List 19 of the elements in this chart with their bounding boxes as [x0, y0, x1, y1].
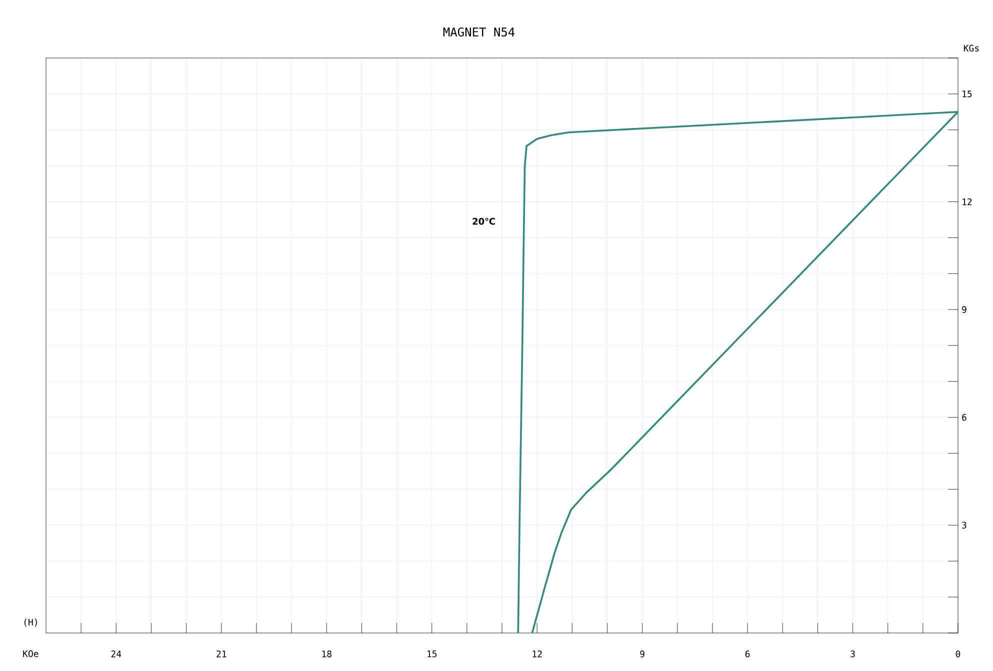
x-tick-label: 18	[322, 650, 332, 658]
y-tick-label: 9	[962, 306, 966, 313]
chart-title: MAGNET N54	[443, 27, 515, 37]
y-tick-label: 15	[962, 90, 972, 98]
x-tick-label: 21	[216, 650, 226, 658]
annotation: 20℃	[472, 218, 495, 225]
x-tick-label: 0	[956, 650, 960, 658]
x-tick-label: 3	[850, 650, 855, 658]
x-tick-label: 9	[640, 650, 644, 658]
y-axis-title: KGs	[964, 44, 979, 52]
x-tick-label: 12	[532, 650, 542, 658]
y-tick-label: 6	[962, 414, 966, 421]
y-tick-label: 12	[962, 198, 972, 206]
y-tick-label: 3	[962, 522, 966, 529]
x-axis-title: KOe	[23, 650, 38, 658]
text: (H)	[24, 618, 37, 627]
x-tick-label: 15	[428, 650, 437, 658]
x-tick-label: 24	[111, 650, 122, 658]
x-tick-label: 6	[745, 650, 750, 658]
